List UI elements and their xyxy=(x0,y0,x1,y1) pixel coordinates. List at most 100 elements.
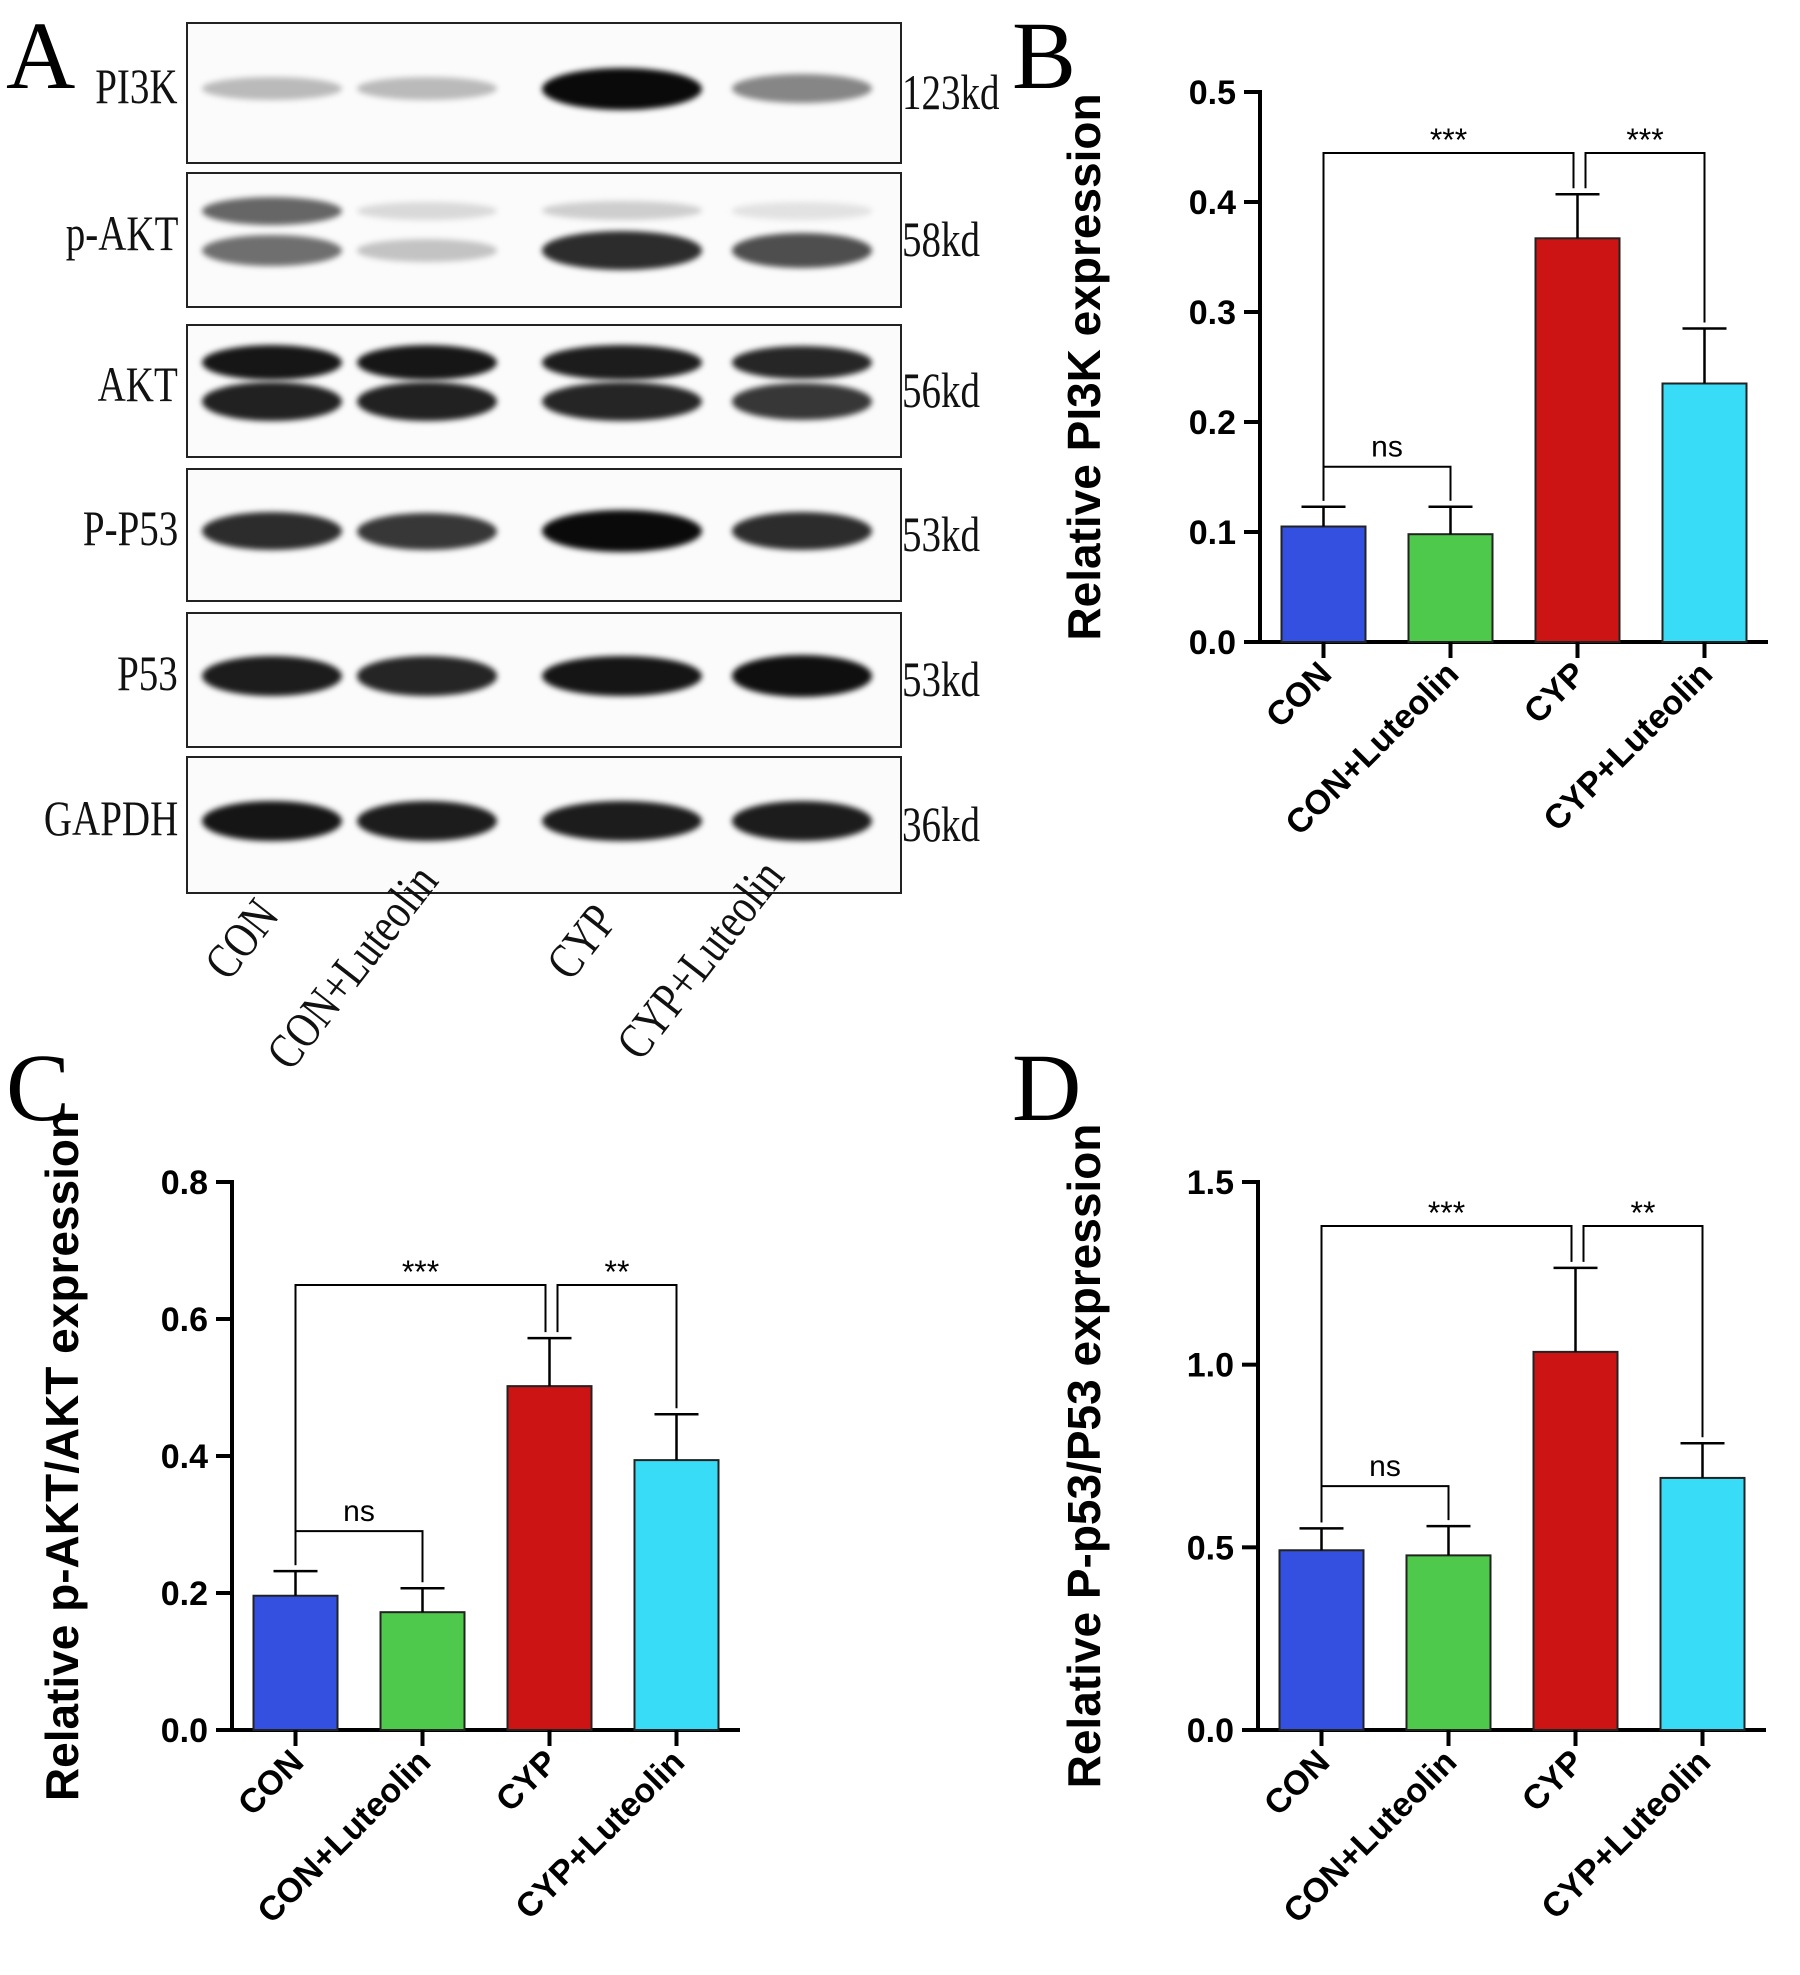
blot-protein-label: P53 xyxy=(117,645,178,701)
blot-protein-label: p-AKT xyxy=(65,205,178,261)
blot-band xyxy=(202,656,342,697)
chart-p-p53-p53: 0.0 0.5 1.0 1.5 Relative P-p53/P53 expressio… xyxy=(1058,1124,1766,1931)
x-tick-label: CYP xyxy=(1517,655,1593,731)
blot-kd-label: 53kd xyxy=(902,651,980,707)
bar xyxy=(1532,1350,1619,1731)
blot-band xyxy=(542,510,702,553)
blot-band xyxy=(542,67,702,110)
blot-lane-label: CYP xyxy=(535,893,628,990)
blot-kd-label: 58kd xyxy=(902,211,980,267)
y-tick-label: 0.3 xyxy=(1189,294,1236,332)
y-tick-label: 0.0 xyxy=(1189,624,1236,662)
y-axis-label: Relative p-AKT/AKT expression xyxy=(36,1111,88,1801)
bar xyxy=(1407,533,1494,644)
panel-letter-c: C xyxy=(6,1034,71,1141)
blot-band xyxy=(357,512,497,550)
blot-kd-label: 123kd xyxy=(902,64,1000,120)
bar xyxy=(1278,1549,1365,1732)
y-tick-label: 0.0 xyxy=(161,1712,208,1750)
blot-kd-label: 56kd xyxy=(902,362,980,418)
significance-label: ns xyxy=(1369,1450,1401,1483)
y-tick-label: 0.6 xyxy=(161,1301,208,1339)
blot-band xyxy=(542,231,702,270)
blot-strip-p53 xyxy=(186,612,902,748)
x-tick-label: CYP xyxy=(1515,1743,1591,1819)
blot-band xyxy=(357,656,497,696)
blot-strip-pi3k xyxy=(186,22,902,164)
blot-band-upper xyxy=(357,201,497,220)
blot-strip-akt xyxy=(186,324,902,458)
y-tick-label: 1.5 xyxy=(1187,1164,1234,1202)
blot-protein-label: GAPDH xyxy=(43,790,178,846)
panel-letter-d: D xyxy=(1012,1034,1082,1141)
significance-bracket xyxy=(1320,1485,1450,1523)
y-tick-label: 0.8 xyxy=(161,1164,208,1202)
significance-label: ** xyxy=(1631,1195,1656,1231)
significance-bracket xyxy=(1322,465,1452,501)
significance-bracket xyxy=(294,1530,424,1583)
blot-band xyxy=(202,800,342,842)
significance-label: *** xyxy=(1430,122,1467,158)
blot-band-upper xyxy=(732,202,872,220)
blot-band xyxy=(202,381,342,422)
y-axis-label: Relative P-p53/P53 expression xyxy=(1058,1124,1110,1789)
blot-band-upper xyxy=(202,196,342,225)
significance-bracket xyxy=(1322,152,1575,501)
blot-band xyxy=(732,74,872,104)
significance-label: *** xyxy=(402,1254,439,1290)
blot-band xyxy=(542,381,702,421)
blot-band-upper xyxy=(357,344,497,380)
panel-letter-a: A xyxy=(6,2,76,109)
y-tick-label: 0.0 xyxy=(1187,1712,1234,1750)
blot-band-upper xyxy=(542,345,702,380)
chart-pi3k: 0.0 0.1 0.2 0.3 0.4 0.5 Relative PI3K expressi… xyxy=(1058,74,1768,843)
significance-bracket xyxy=(1582,1225,1704,1438)
y-axis-label: Relative PI3K expression xyxy=(1058,93,1110,640)
blot-band xyxy=(357,77,497,101)
bar xyxy=(252,1594,339,1731)
y-tick-label: 0.5 xyxy=(1187,1529,1234,1567)
x-tick-label: CON xyxy=(1259,655,1339,735)
blot-band xyxy=(202,234,342,267)
blot-band xyxy=(202,77,342,101)
chart-p-akt-akt: 0.0 0.2 0.4 0.6 0.8 Relative p-AKT/AKT expres… xyxy=(36,1111,740,1931)
significance-label: *** xyxy=(1626,122,1663,158)
significance-label: ns xyxy=(343,1495,375,1528)
bar xyxy=(1280,525,1367,643)
blot-lane-label: CON xyxy=(193,888,290,990)
y-tick-label: 0.1 xyxy=(1189,514,1236,552)
blot-strip-p-p53 xyxy=(186,468,902,602)
blot-band-upper xyxy=(202,344,342,380)
blot-kd-label: 53kd xyxy=(902,506,980,562)
blot-band xyxy=(357,381,497,422)
bar xyxy=(506,1385,593,1731)
x-tick-label: CYP xyxy=(489,1743,565,1819)
blot-band xyxy=(542,655,702,697)
significance-bracket xyxy=(1320,1225,1573,1523)
y-tick-label: 0.2 xyxy=(1189,404,1236,442)
significance-label: *** xyxy=(1428,1195,1465,1231)
bar xyxy=(1659,1476,1746,1732)
panel-letter-b: B xyxy=(1012,2,1077,109)
blot-strip-gapdh xyxy=(186,756,902,894)
blot-kd-label: 36kd xyxy=(902,796,980,852)
blot-band xyxy=(542,800,702,842)
significance-bracket xyxy=(294,1284,547,1566)
bar xyxy=(1661,382,1748,643)
blot-band-upper xyxy=(542,201,702,221)
significance-bracket xyxy=(556,1284,678,1409)
blot-band xyxy=(357,800,497,842)
bar xyxy=(379,1611,466,1731)
blot-band xyxy=(732,511,872,551)
western-blot-panel: PI3K 123kd p-AKT 58kd AKT 56kd P-P53 53kd P53 53k… xyxy=(0,0,1040,1100)
significance-label: ns xyxy=(1371,431,1403,464)
blot-band xyxy=(732,233,872,268)
blot-band xyxy=(732,382,872,420)
y-tick-label: 0.4 xyxy=(1189,184,1236,222)
y-tick-label: 0.4 xyxy=(161,1438,208,1476)
blot-protein-label: PI3K xyxy=(95,58,178,114)
blot-band xyxy=(202,511,342,551)
blot-strip-p-akt xyxy=(186,172,902,308)
significance-label: ** xyxy=(605,1254,630,1290)
blot-protein-label: AKT xyxy=(97,356,178,412)
